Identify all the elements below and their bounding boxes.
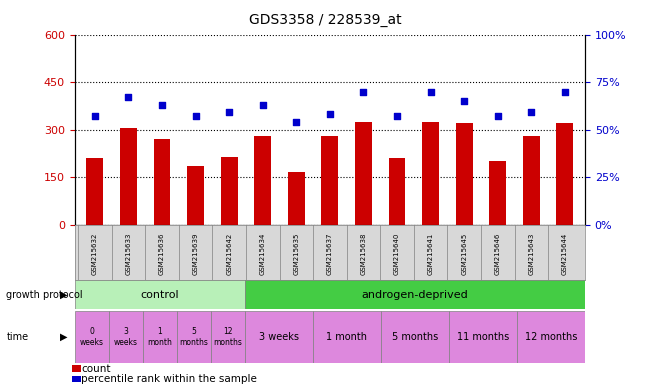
Bar — [288, 172, 305, 225]
Text: 3
weeks: 3 weeks — [114, 327, 138, 347]
Point — [324, 111, 335, 118]
Text: GSM215642: GSM215642 — [226, 233, 232, 275]
Bar — [211, 311, 245, 363]
Bar — [109, 311, 143, 363]
Point — [124, 94, 134, 100]
Bar — [322, 136, 338, 225]
Text: GSM215637: GSM215637 — [327, 233, 333, 275]
Text: ▶: ▶ — [60, 290, 68, 300]
Bar — [75, 311, 109, 363]
Bar — [449, 311, 517, 363]
Point — [257, 102, 268, 108]
Bar — [221, 157, 237, 225]
Text: GSM215639: GSM215639 — [192, 233, 199, 275]
Point — [358, 89, 369, 95]
Point — [560, 89, 570, 95]
Text: GSM215638: GSM215638 — [361, 233, 367, 275]
Bar — [153, 139, 170, 225]
Text: 5 months: 5 months — [392, 332, 438, 342]
Text: time: time — [6, 332, 29, 342]
Bar — [254, 136, 271, 225]
Text: count: count — [81, 364, 110, 374]
Bar — [143, 311, 177, 363]
Text: GSM215635: GSM215635 — [293, 233, 299, 275]
Text: GSM215632: GSM215632 — [92, 233, 98, 275]
Bar — [523, 136, 540, 225]
Text: control: control — [140, 290, 179, 300]
Point — [90, 113, 100, 119]
Text: 12
months: 12 months — [213, 327, 242, 347]
Bar — [422, 122, 439, 225]
Text: percentile rank within the sample: percentile rank within the sample — [81, 374, 257, 384]
Bar — [245, 311, 313, 363]
Text: growth protocol: growth protocol — [6, 290, 83, 300]
Text: 3 weeks: 3 weeks — [259, 332, 299, 342]
Bar — [381, 311, 449, 363]
Text: GSM215641: GSM215641 — [428, 233, 434, 275]
Text: GSM215646: GSM215646 — [495, 233, 501, 275]
Text: 12 months: 12 months — [525, 332, 577, 342]
Point — [291, 119, 302, 125]
Point — [425, 89, 436, 95]
Bar — [245, 280, 585, 309]
Point — [224, 109, 235, 116]
Text: GSM215643: GSM215643 — [528, 233, 534, 275]
Text: GSM215644: GSM215644 — [562, 233, 568, 275]
Bar — [456, 123, 473, 225]
Bar — [187, 166, 204, 225]
Text: 11 months: 11 months — [457, 332, 509, 342]
Point — [392, 113, 402, 119]
Point — [493, 113, 503, 119]
Point — [157, 102, 167, 108]
Bar — [177, 311, 211, 363]
Bar — [389, 158, 406, 225]
Bar — [556, 123, 573, 225]
Bar — [355, 122, 372, 225]
Text: 1
month: 1 month — [148, 327, 172, 347]
Text: GSM215634: GSM215634 — [260, 233, 266, 275]
Text: 1 month: 1 month — [326, 332, 367, 342]
Bar — [313, 311, 381, 363]
Bar — [86, 158, 103, 225]
Text: GSM215640: GSM215640 — [394, 233, 400, 275]
Text: GSM215645: GSM215645 — [461, 233, 467, 275]
Point — [190, 113, 201, 119]
Bar — [489, 161, 506, 225]
Bar — [75, 280, 245, 309]
Text: ▶: ▶ — [60, 332, 68, 342]
Text: GSM215633: GSM215633 — [125, 233, 131, 275]
Text: GDS3358 / 228539_at: GDS3358 / 228539_at — [249, 13, 401, 27]
Bar — [120, 128, 137, 225]
Point — [459, 98, 469, 104]
Text: 0
weeks: 0 weeks — [80, 327, 104, 347]
Text: GSM215636: GSM215636 — [159, 233, 165, 275]
Text: 5
months: 5 months — [179, 327, 208, 347]
Bar — [517, 311, 585, 363]
Text: androgen-deprived: androgen-deprived — [361, 290, 468, 300]
Point — [526, 109, 536, 116]
